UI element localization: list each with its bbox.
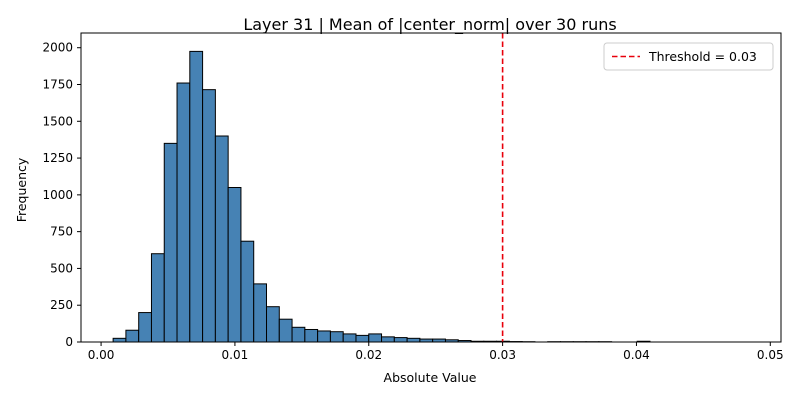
histogram-bar (393, 337, 408, 343)
histogram-bar (202, 89, 216, 343)
histogram-bar (291, 326, 306, 343)
y-axis-label: Frequency (14, 157, 29, 222)
histogram-bar (317, 330, 331, 343)
histogram-bar (253, 283, 268, 343)
histogram-bar (189, 50, 204, 343)
histogram-bar (381, 336, 395, 343)
chart-title: Layer 31 | Mean of |center_norm| over 30… (243, 15, 616, 35)
histogram-bar (138, 312, 152, 343)
histogram-bar (278, 318, 293, 343)
y-tick-label: 250 (50, 298, 73, 312)
histogram-bar (368, 333, 383, 343)
x-tick-label: 0.05 (757, 348, 784, 362)
histogram-bar (112, 337, 127, 343)
plot-frame (80, 32, 782, 343)
x-tick-label: 0.01 (222, 348, 249, 362)
y-tick-label: 750 (50, 225, 73, 239)
y-tick-label: 1500 (42, 114, 73, 128)
x-axis-label: Absolute Value (384, 370, 477, 385)
histogram-bar (240, 240, 255, 343)
legend-box (603, 42, 774, 71)
histogram-bar (406, 337, 421, 343)
histogram-bar (355, 334, 370, 343)
y-tick-label: 1000 (42, 188, 73, 202)
y-tick-label: 500 (50, 261, 73, 275)
histogram-bar (266, 306, 280, 343)
histogram-bar (329, 331, 344, 343)
histogram-bar (176, 82, 191, 343)
legend: Threshold = 0.03 (603, 42, 774, 71)
y-tick-label: 0 (65, 335, 73, 349)
x-axis-ticks: 0.00 0.01 0.02 0.03 0.04 0.05 (88, 342, 784, 362)
histogram-bar (342, 333, 357, 343)
y-tick-label: 1750 (42, 78, 73, 92)
histogram-bar (150, 253, 165, 343)
histogram-bar (125, 329, 140, 343)
bars-group (112, 50, 651, 343)
x-tick-label: 0.04 (623, 348, 650, 362)
y-tick-label: 1250 (42, 151, 73, 165)
legend-threshold-label: Threshold = 0.03 (648, 49, 757, 64)
histogram-bar (304, 328, 319, 343)
histogram-bar (163, 142, 178, 343)
histogram-bar (227, 187, 242, 343)
x-tick-label: 0.03 (489, 348, 516, 362)
y-axis-ticks: 0 250 500 750 1000 1250 1500 1750 2000 (42, 41, 81, 349)
y-tick-label: 2000 (42, 41, 73, 55)
histogram-bar (214, 135, 229, 343)
x-tick-label: 0.00 (88, 348, 115, 362)
x-tick-label: 0.02 (355, 348, 382, 362)
